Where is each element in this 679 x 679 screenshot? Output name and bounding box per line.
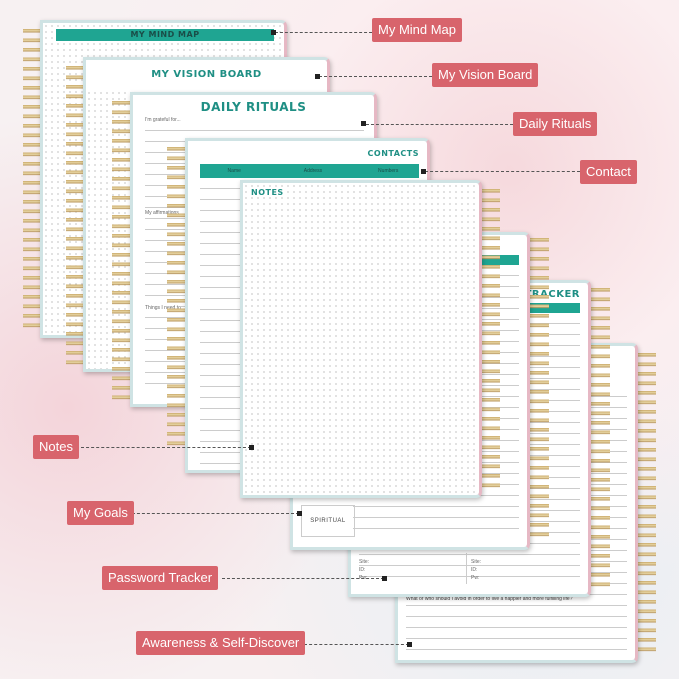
page-title: MY VISION BOARD [151, 69, 262, 80]
marker [297, 511, 302, 516]
connector-line [275, 32, 372, 33]
label-notes: Notes [33, 435, 79, 459]
marker [315, 74, 320, 79]
things-prompt: Things I need to [145, 305, 181, 311]
page-title: DAILY RITUALS [200, 100, 307, 114]
spiral-binding [636, 350, 656, 655]
connector-line [304, 644, 409, 645]
spiral-binding [23, 26, 43, 331]
site-field: Site: [471, 559, 482, 565]
connector-line [319, 76, 432, 77]
column-numbers: Numbers [378, 168, 399, 174]
id-field: ID: [471, 567, 478, 573]
connector-line [222, 578, 384, 579]
spiral-binding [480, 186, 500, 491]
label-my-goals: My Goals [67, 501, 134, 525]
spiral-binding [167, 144, 187, 449]
connector-line [81, 447, 251, 448]
label-my-mind-map: My Mind Map [372, 18, 463, 42]
label-daily-rituals: Daily Rituals [513, 112, 598, 136]
label-awareness: Awareness & Self-Discover [136, 631, 306, 655]
marker [407, 642, 412, 647]
page-title: TRACKER [524, 289, 580, 300]
connector-line [366, 124, 513, 125]
column-address: Address [303, 168, 323, 174]
label-my-vision-board: My Vision Board [432, 63, 539, 87]
connector-line [425, 171, 580, 172]
column-name: Name [227, 168, 241, 174]
spiral-binding [112, 98, 132, 403]
pw-field: Pw: [471, 575, 480, 581]
connector-line [127, 513, 299, 514]
page-title: NOTES [251, 188, 284, 197]
page-title: CONTACTS [367, 149, 419, 158]
marker [382, 576, 387, 581]
spiral-binding [529, 235, 549, 540]
label-contact: Contact [580, 160, 637, 184]
affirmations-prompt: My affirmations [145, 210, 179, 216]
divider [466, 553, 467, 584]
spiral-binding [590, 285, 610, 590]
label-password-tracker: Password Tracker [102, 566, 219, 590]
marker [249, 445, 254, 450]
spiral-binding [66, 63, 86, 368]
marker [361, 121, 366, 126]
marker [421, 169, 426, 174]
awareness-prompt: What or who should I avoid in order to l… [406, 596, 573, 602]
marker [271, 30, 276, 35]
contacts-header: Name Address Numbers [200, 164, 419, 178]
goal-category-spiritual: SPIRITUAL [301, 505, 355, 537]
site-field: Site: [359, 559, 370, 565]
page-title: MY MIND MAP [56, 29, 274, 41]
id-field: ID: [359, 567, 366, 573]
notes-page: NOTES [240, 180, 482, 498]
